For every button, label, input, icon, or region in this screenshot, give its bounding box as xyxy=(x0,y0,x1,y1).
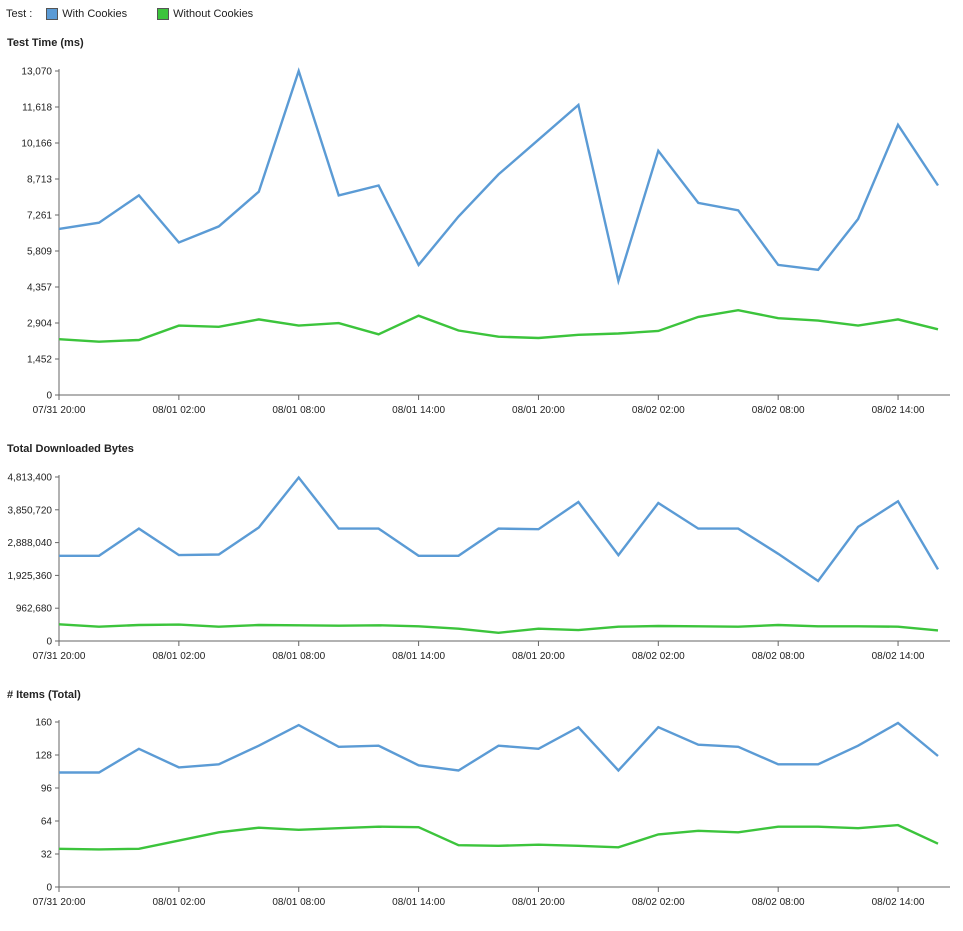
chart-3-x-tick-label: 08/01 20:00 xyxy=(512,897,565,908)
chart-2-y-tick-label: 1,925,360 xyxy=(8,571,53,582)
chart-2-x-tick-label: 08/01 02:00 xyxy=(152,651,205,662)
chart-1-y-tick-label: 7,261 xyxy=(27,211,52,222)
chart-2-x-tick-label: 08/01 20:00 xyxy=(512,651,565,662)
chart-2-x-tick-label: 08/02 14:00 xyxy=(872,651,925,662)
chart-1-y-tick-label: 0 xyxy=(46,391,52,402)
legend-title: Test : xyxy=(6,8,33,20)
chart-2-x-tick-label: 08/01 14:00 xyxy=(392,651,445,662)
chart-3-y-tick-label: 64 xyxy=(41,817,53,828)
chart-2-series-without-cookies xyxy=(58,623,939,635)
chart-2-x-tick-label: 08/01 08:00 xyxy=(272,651,325,662)
chart-3-x-tick-label: 08/01 02:00 xyxy=(152,897,205,908)
legend-item-without-cookies[interactable]: Without Cookies xyxy=(157,8,253,20)
legend: Test : With Cookies Without Cookies xyxy=(6,6,283,22)
chart-1-x-tick-label: 08/01 02:00 xyxy=(152,405,205,416)
chart-1-y-tick-label: 10,166 xyxy=(21,138,52,149)
chart-3-x-tick-label: 08/02 08:00 xyxy=(752,897,805,908)
chart-2-y-tick-label: 2,888,040 xyxy=(8,538,53,549)
legend-item-with-cookies[interactable]: With Cookies xyxy=(46,8,127,20)
chart-1-y-tick-label: 2,904 xyxy=(27,319,52,330)
chart-1-x-tick-label: 08/02 14:00 xyxy=(872,405,925,416)
legend-swatch-without-cookies xyxy=(157,8,170,20)
chart-1-y-tick-label: 13,070 xyxy=(21,67,52,78)
chart-3-y-tick-label: 96 xyxy=(41,784,53,795)
legend-label-with-cookies: With Cookies xyxy=(62,8,128,20)
chart-3-series-with-cookies xyxy=(59,721,939,774)
chart-3-x-tick-label: 08/02 14:00 xyxy=(872,897,925,908)
chart-2-y-tick-label: 962,680 xyxy=(16,604,53,615)
legend-swatch-with-cookies xyxy=(46,8,59,20)
chart-1-y-tick-label: 8,713 xyxy=(27,175,52,186)
chart-1-y-tick-label: 5,809 xyxy=(27,246,52,257)
chart-3-x-tick-label: 08/01 14:00 xyxy=(392,897,445,908)
chart-2-y-tick-label: 3,850,720 xyxy=(8,505,53,516)
chart-3-y-tick-label: 128 xyxy=(35,751,52,762)
chart-3-y-tick-label: 32 xyxy=(41,850,53,861)
chart-3-title: # Items (Total) xyxy=(7,689,81,701)
chart-1-series-with-cookies xyxy=(58,67,940,286)
chart-2-y-tick-label: 4,813,400 xyxy=(8,473,53,484)
chart-1-y-tick-label: 1,452 xyxy=(27,355,52,366)
chart-3-series-without-cookies xyxy=(58,823,939,851)
chart-1-y-tick-label: 4,357 xyxy=(27,282,52,293)
chart-2-x-tick-label: 08/02 08:00 xyxy=(752,651,805,662)
chart-3-x-tick-label: 07/31 20:00 xyxy=(33,897,86,908)
chart-1-x-tick-label: 08/01 14:00 xyxy=(392,405,445,416)
chart-1-x-tick-label: 07/31 20:00 xyxy=(33,405,86,416)
chart-1-x-tick-label: 08/01 08:00 xyxy=(272,405,325,416)
chart-2-x-tick-label: 07/31 20:00 xyxy=(33,651,86,662)
chart-1-title: Test Time (ms) xyxy=(7,37,84,49)
chart-2-title: Total Downloaded Bytes xyxy=(7,443,134,455)
legend-label-without-cookies: Without Cookies xyxy=(173,8,254,20)
chart-3-y-tick-label: 160 xyxy=(35,718,52,729)
chart-3-x-tick-label: 08/02 02:00 xyxy=(632,897,685,908)
chart-1-x-tick-label: 08/02 02:00 xyxy=(632,405,685,416)
chart-1-x-tick-label: 08/02 08:00 xyxy=(752,405,805,416)
chart-2-x-tick-label: 08/02 02:00 xyxy=(632,651,685,662)
chart-3-x-tick-label: 08/01 08:00 xyxy=(272,897,325,908)
chart-3-y-tick-label: 0 xyxy=(46,883,52,894)
chart-1-x-tick-label: 08/01 20:00 xyxy=(512,405,565,416)
chart-1-series-without-cookies xyxy=(58,308,939,343)
chart-2-y-tick-label: 0 xyxy=(46,637,52,648)
chart-2-series-with-cookies xyxy=(59,475,940,583)
chart-1-y-tick-label: 11,618 xyxy=(22,102,52,113)
